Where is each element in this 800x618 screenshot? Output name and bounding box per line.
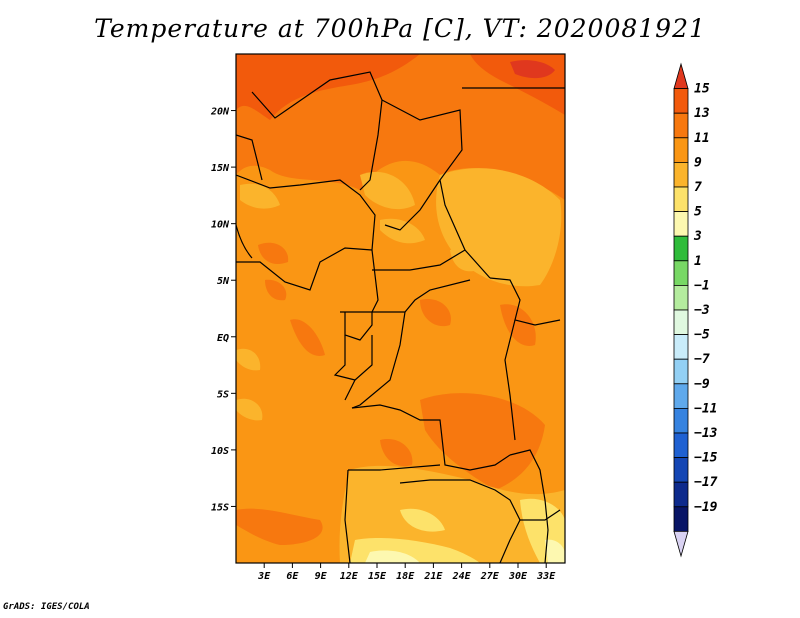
- grads-credit: GrADS: IGES/COLA: [3, 602, 90, 612]
- colorbar-swatch: [673, 457, 689, 483]
- colorbar-swatch: [673, 186, 689, 213]
- lon-tick-label: 30E: [508, 571, 528, 582]
- colorbar-label: 5: [694, 205, 702, 220]
- lon-tick-label: 12E: [340, 571, 359, 582]
- country-borders: [236, 71, 565, 563]
- colorbar-label: −17: [694, 475, 718, 490]
- colorbar-label: −5: [694, 328, 710, 343]
- lat-tick-label: 10N: [211, 220, 230, 231]
- lon-tick-label: 15E: [368, 571, 387, 582]
- colorbar-label: 11: [694, 131, 710, 146]
- colorbar-label: 13: [694, 106, 710, 121]
- lon-tick-label: 27E: [480, 571, 500, 582]
- colorbar-label: −13: [694, 426, 718, 441]
- lon-tick-label: 21E: [423, 571, 443, 582]
- lat-tick-label: 10S: [211, 446, 229, 457]
- lat-tick-label: 5S: [217, 389, 229, 400]
- colorbar-swatch: [673, 309, 689, 336]
- colorbar-swatch: [673, 383, 689, 409]
- lat-tick-label: 20N: [210, 107, 230, 118]
- colorbar-swatch: [673, 358, 689, 385]
- colorbar-label: 3: [693, 229, 702, 244]
- colorbar-label: 7: [694, 180, 702, 195]
- longitude-axis: 3E 6E 9E 12E 15E 18E 21E 24E 27E 30E 33E: [257, 563, 556, 582]
- colorbar-label: −11: [694, 401, 717, 416]
- colorbar-swatch: [673, 260, 689, 286]
- colorbar-label: −3: [694, 303, 710, 318]
- colorbar: 15 13 11 9 7 5 3 1 −1 −3 −5 −7 −9 −11 −13 −15 −17 −19: [673, 62, 718, 558]
- latitude-axis: 20N 15N 10N 5N EQ 5S 10S 15S: [210, 107, 236, 513]
- colorbar-swatch: [673, 432, 689, 459]
- temperature-field: [236, 54, 565, 563]
- colorbar-swatch: [673, 137, 689, 163]
- colorbar-swatch: [673, 211, 689, 237]
- lat-tick-label: 5N: [217, 276, 230, 287]
- colorbar-label: −9: [694, 377, 710, 392]
- colorbar-swatch: [673, 407, 689, 434]
- lat-tick-label: 15S: [211, 502, 229, 513]
- colorbar-bottom-arrow: [673, 531, 689, 558]
- colorbar-label: −1: [694, 278, 710, 293]
- colorbar-swatch: [673, 161, 689, 188]
- colorbar-swatch: [673, 334, 689, 360]
- lat-tick-label: EQ: [217, 333, 229, 344]
- colorbar-swatch: [673, 481, 689, 508]
- lon-tick-label: 9E: [315, 571, 328, 582]
- lon-tick-label: 3E: [257, 571, 271, 582]
- colorbar-swatch: [673, 88, 689, 114]
- map-frame: [235, 53, 566, 564]
- lon-tick-label: 33E: [536, 571, 556, 582]
- lat-tick-label: 15N: [211, 163, 230, 174]
- colorbar-swatch: [673, 112, 689, 139]
- colorbar-label: 9: [694, 155, 702, 170]
- colorbar-label: −7: [694, 352, 710, 367]
- colorbar-swatch: [673, 235, 689, 262]
- colorbar-label: −15: [694, 451, 718, 466]
- colorbar-top-arrow: [673, 62, 689, 89]
- colorbar-label: 15: [694, 82, 710, 97]
- colorbar-label: 1: [694, 254, 702, 269]
- lon-tick-label: 24E: [452, 571, 472, 582]
- colorbar-label: −19: [694, 500, 718, 515]
- chart-title: Temperature at 700hPa [C], VT: 202008192…: [94, 14, 706, 43]
- lon-tick-label: 18E: [396, 571, 415, 582]
- lon-tick-label: 6E: [286, 571, 299, 582]
- colorbar-swatch: [673, 506, 689, 532]
- colorbar-swatch: [673, 284, 689, 311]
